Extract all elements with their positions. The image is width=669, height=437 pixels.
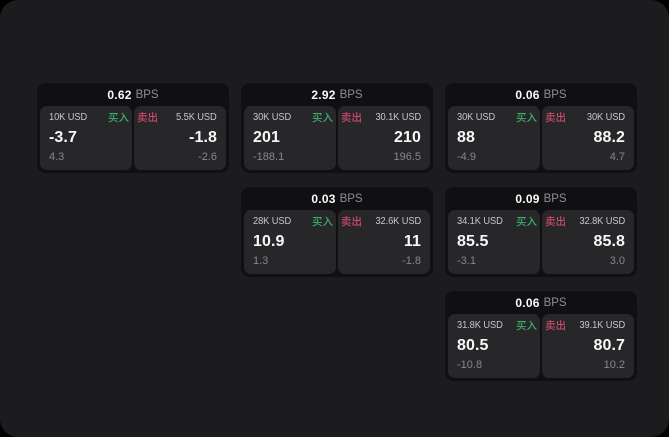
spread-unit-label: BPS xyxy=(543,192,567,205)
sell-side-label: 卖出 xyxy=(341,214,362,229)
spread-unit-label: BPS xyxy=(339,192,363,205)
buy-side-label: 买入 xyxy=(516,318,537,333)
sell-size-label: 39.1K USD xyxy=(579,320,625,331)
buy-side-label: 买入 xyxy=(516,214,537,229)
sell-delta: 4.7 xyxy=(609,151,625,163)
sell-price: 80.7 xyxy=(593,336,625,354)
buy-side-label: 买入 xyxy=(516,110,537,125)
buy-size-label: 30K USD xyxy=(253,112,292,123)
buy-size-label: 28K USD xyxy=(253,216,292,227)
buy-delta: 4.3 xyxy=(49,151,65,163)
buy-delta: -4.9 xyxy=(457,151,476,163)
sell-side-label: 卖出 xyxy=(545,214,566,229)
bid-ask-pair: 31.8K USD 买入 80.5 -10.8 卖出 39.1K USD 80.… xyxy=(448,314,634,378)
quote-card[interactable]: 0.06 BPS 30K USD 买入 88 -4.9 卖出 30K USD 8… xyxy=(445,83,637,173)
sell-quote-tile[interactable]: 卖出 39.1K USD 80.7 10.2 xyxy=(542,314,634,378)
buy-delta: 1.3 xyxy=(253,255,269,267)
sell-price: -1.8 xyxy=(189,128,217,146)
sell-delta: -2.6 xyxy=(198,151,217,163)
sell-price: 11 xyxy=(403,232,421,250)
quote-card[interactable]: 0.09 BPS 34.1K USD 买入 85.5 -3.1 卖出 32.8K… xyxy=(445,187,637,277)
spread-header: 0.62 BPS xyxy=(40,83,226,106)
quote-card[interactable]: 0.06 BPS 31.8K USD 买入 80.5 -10.8 卖出 39.1… xyxy=(445,291,637,381)
buy-price: 85.5 xyxy=(457,232,489,250)
buy-quote-tile[interactable]: 31.8K USD 买入 80.5 -10.8 xyxy=(448,314,540,378)
bid-ask-pair: 30K USD 买入 88 -4.9 卖出 30K USD 88.2 4.7 xyxy=(448,106,634,170)
buy-price: -3.7 xyxy=(49,128,77,146)
spread-header: 0.03 BPS xyxy=(244,187,430,210)
sell-quote-tile[interactable]: 卖出 30.1K USD 210 196.5 xyxy=(338,106,430,170)
sell-delta: 3.0 xyxy=(609,255,625,267)
bid-ask-pair: 34.1K USD 买入 85.5 -3.1 卖出 32.8K USD 85.8… xyxy=(448,210,634,274)
buy-quote-tile[interactable]: 30K USD 买入 201 -188.1 xyxy=(244,106,336,170)
spread-header: 0.09 BPS xyxy=(448,187,634,210)
quote-card[interactable]: 0.62 BPS 10K USD 买入 -3.7 4.3 卖出 5.5K USD… xyxy=(37,83,229,173)
buy-quote-tile[interactable]: 34.1K USD 买入 85.5 -3.1 xyxy=(448,210,540,274)
spread-header: 0.06 BPS xyxy=(448,83,634,106)
quote-card[interactable]: 2.92 BPS 30K USD 买入 201 -188.1 卖出 30.1K … xyxy=(241,83,433,173)
buy-size-label: 34.1K USD xyxy=(457,216,503,227)
spread-header: 0.06 BPS xyxy=(448,291,634,314)
bid-ask-pair: 10K USD 买入 -3.7 4.3 卖出 5.5K USD -1.8 -2.… xyxy=(40,106,226,170)
sell-side-label: 卖出 xyxy=(137,110,158,125)
buy-price: 10.9 xyxy=(253,232,285,250)
buy-quote-tile[interactable]: 30K USD 买入 88 -4.9 xyxy=(448,106,540,170)
buy-price: 88 xyxy=(457,128,475,146)
spread-value: 2.92 xyxy=(311,87,336,102)
sell-side-label: 卖出 xyxy=(545,318,566,333)
sell-size-label: 32.6K USD xyxy=(375,216,421,227)
quote-card[interactable]: 0.03 BPS 28K USD 买入 10.9 1.3 卖出 32.6K US… xyxy=(241,187,433,277)
sell-price: 85.8 xyxy=(593,232,625,250)
spread-value: 0.62 xyxy=(107,87,132,102)
sell-quote-tile[interactable]: 卖出 32.6K USD 11 -1.8 xyxy=(338,210,430,274)
buy-delta: -10.8 xyxy=(457,359,483,371)
buy-price: 80.5 xyxy=(457,336,489,354)
sell-size-label: 32.8K USD xyxy=(579,216,625,227)
spread-unit-label: BPS xyxy=(135,88,159,101)
sell-size-label: 30.1K USD xyxy=(375,112,421,123)
buy-size-label: 31.8K USD xyxy=(457,320,503,331)
sell-size-label: 30K USD xyxy=(586,112,625,123)
spread-header: 2.92 BPS xyxy=(244,83,430,106)
buy-quote-tile[interactable]: 28K USD 买入 10.9 1.3 xyxy=(244,210,336,274)
buy-delta: -188.1 xyxy=(253,151,285,163)
spread-value: 0.06 xyxy=(515,87,540,102)
buy-size-label: 10K USD xyxy=(49,112,88,123)
sell-delta: 10.2 xyxy=(603,359,625,371)
sell-delta: 196.5 xyxy=(393,151,421,163)
buy-delta: -3.1 xyxy=(457,255,476,267)
sell-quote-tile[interactable]: 卖出 32.8K USD 85.8 3.0 xyxy=(542,210,634,274)
bid-ask-pair: 28K USD 买入 10.9 1.3 卖出 32.6K USD 11 -1.8 xyxy=(244,210,430,274)
sell-delta: -1.8 xyxy=(402,255,421,267)
sell-quote-tile[interactable]: 卖出 30K USD 88.2 4.7 xyxy=(542,106,634,170)
spread-value: 0.09 xyxy=(515,191,540,206)
buy-side-label: 买入 xyxy=(312,110,333,125)
sell-side-label: 卖出 xyxy=(545,110,566,125)
spread-unit-label: BPS xyxy=(543,296,567,309)
buy-side-label: 买入 xyxy=(312,214,333,229)
sell-quote-tile[interactable]: 卖出 5.5K USD -1.8 -2.6 xyxy=(134,106,226,170)
spread-value: 0.06 xyxy=(515,295,540,310)
bid-ask-pair: 30K USD 买入 201 -188.1 卖出 30.1K USD 210 1… xyxy=(244,106,430,170)
buy-side-label: 买入 xyxy=(108,110,129,125)
buy-size-label: 30K USD xyxy=(457,112,496,123)
sell-price: 210 xyxy=(394,128,421,146)
sell-price: 88.2 xyxy=(593,128,625,146)
quote-card-grid: 0.62 BPS 10K USD 买入 -3.7 4.3 卖出 5.5K USD… xyxy=(37,83,637,381)
spread-value: 0.03 xyxy=(311,191,336,206)
buy-price: 201 xyxy=(253,128,280,146)
spread-unit-label: BPS xyxy=(339,88,363,101)
sell-size-label: 5.5K USD xyxy=(176,112,217,123)
sell-side-label: 卖出 xyxy=(341,110,362,125)
buy-quote-tile[interactable]: 10K USD 买入 -3.7 4.3 xyxy=(40,106,132,170)
spread-unit-label: BPS xyxy=(543,88,567,101)
